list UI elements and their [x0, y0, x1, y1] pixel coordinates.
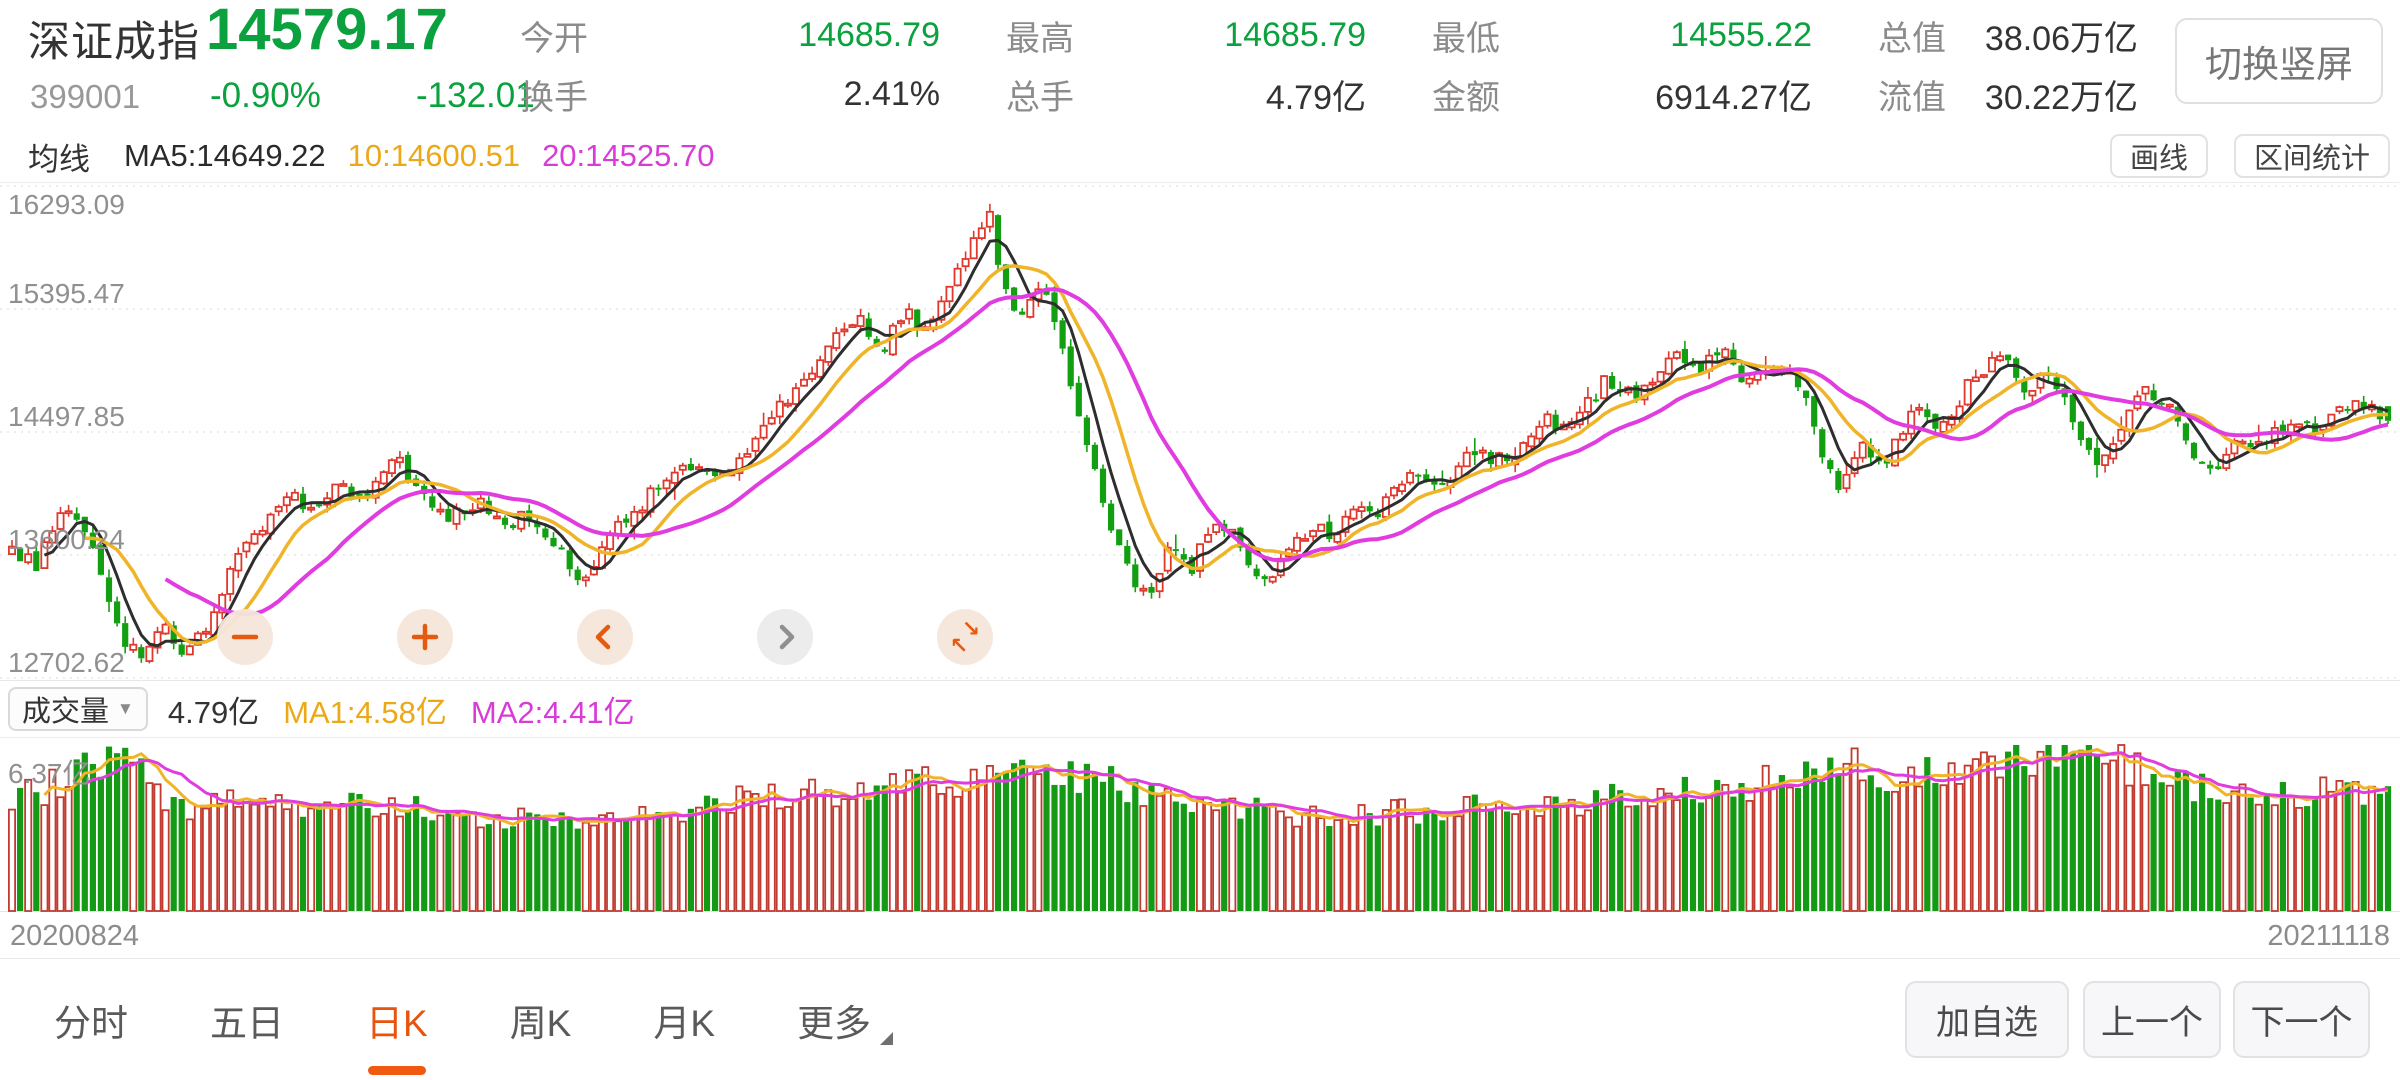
next-stock-button[interactable]: 下一个: [2233, 981, 2370, 1058]
stat-market-cap: 总值 38.06万亿: [1878, 20, 2138, 58]
collapse-chart-button[interactable]: ↘ ↖: [937, 609, 993, 665]
minus-icon: [231, 634, 259, 640]
volume-chart[interactable]: [0, 738, 2400, 912]
rotate-portrait-button[interactable]: 切换竖屏: [2175, 18, 2383, 104]
stat-turnover: 换手 2.41%: [520, 75, 940, 117]
x-axis-start-date: 20200824: [10, 920, 140, 952]
tab-five-day[interactable]: 五日: [210, 1002, 284, 1044]
zoom-in-button[interactable]: [397, 609, 453, 665]
volume-ma2: MA2:4.41亿: [470, 694, 635, 730]
stat-open: 今开 14685.79: [520, 16, 940, 58]
stat-low: 最低 14555.22: [1432, 16, 1812, 58]
plus-icon: [411, 623, 439, 651]
ma10-value: 10:14600.51: [347, 138, 521, 173]
caret-down-icon: ▼: [117, 699, 134, 718]
period-tabs: 分时 五日 日K 周K 月K 更多: [54, 963, 953, 1077]
chevron-left-icon: [595, 624, 611, 650]
kline-chart-panel[interactable]: 16293.09 15395.47 14497.85 13600.24 1270…: [0, 183, 2400, 680]
volume-ma1: MA1:4.58亿: [283, 694, 447, 730]
tab-minute[interactable]: 分时: [54, 1002, 128, 1044]
bottom-nav: 分时 五日 日K 周K 月K 更多 加自选 上一个 下一个: [0, 958, 2400, 1080]
volume-max-label: 6.37亿: [8, 758, 91, 789]
symbol-code: 399001: [30, 78, 141, 115]
quote-stats: 今开 14685.79 换手 2.41% 最高 14685.79 总手 4.79…: [520, 0, 2150, 130]
collapse-arrows-icon: ↘ ↖: [949, 616, 981, 658]
volume-chart-panel[interactable]: 6.37亿: [0, 738, 2400, 912]
range-stats-button[interactable]: 区间统计: [2233, 134, 2390, 178]
volume-legend-bar: 成交量 ▼ 4.79亿 MA1:4.58亿 MA2:4.41亿: [0, 680, 2400, 738]
stat-total-lots: 总手 4.79亿: [1006, 79, 1366, 117]
y-tick-2: 15395.47: [8, 278, 125, 309]
x-axis-end-date: 20211118: [2267, 920, 2390, 952]
draw-line-button[interactable]: 画线: [2109, 134, 2208, 178]
y-tick-4: 13600.24: [8, 524, 125, 555]
add-watchlist-button[interactable]: 加自选: [1905, 981, 2069, 1058]
pan-left-button[interactable]: [577, 609, 633, 665]
ma5-value: MA5:14649.22: [124, 138, 326, 173]
symbol-name: 深证成指: [28, 18, 201, 65]
tab-more[interactable]: 更多: [797, 963, 894, 1077]
ma-title: 均线: [28, 141, 90, 177]
ma-legend-bar: 均线 MA5:14649.22 10:14600.51 20:14525.70 …: [0, 130, 2400, 183]
last-price: 14579.17: [206, 0, 448, 62]
stat-high: 最高 14685.79: [1006, 16, 1366, 58]
volume-indicator-selector[interactable]: 成交量 ▼: [8, 687, 148, 731]
y-tick-1: 16293.09: [8, 189, 125, 220]
tab-monthly-k[interactable]: 月K: [653, 1002, 716, 1044]
change-amount: -132.01: [416, 76, 535, 115]
zoom-out-button[interactable]: [217, 609, 273, 665]
y-tick-3: 14497.85: [8, 401, 125, 432]
volume-current: 4.79亿: [167, 694, 260, 730]
header: 深证成指 399001 14579.17 -0.90% -132.01 今开 1…: [0, 0, 2400, 130]
previous-stock-button[interactable]: 上一个: [2083, 981, 2221, 1058]
ma20-value: 20:14525.70: [542, 138, 715, 173]
pan-right-button-disabled[interactable]: [757, 609, 813, 665]
stat-amount: 金额 6914.27亿: [1432, 79, 1812, 117]
more-caret-icon: [880, 1031, 894, 1045]
chevron-right-icon: [779, 624, 795, 650]
x-axis: 20200824 20211118: [0, 912, 2400, 958]
symbol-block: 深证成指 399001 14579.17 -0.90% -132.01: [28, 0, 535, 130]
tab-weekly-k[interactable]: 周K: [509, 1002, 572, 1044]
change-percent: -0.90%: [210, 76, 321, 115]
stat-float-cap: 流值 30.22万亿: [1878, 79, 2138, 117]
tab-daily-k[interactable]: 日K: [366, 963, 428, 1077]
kline-chart[interactable]: [0, 183, 2400, 680]
y-tick-5: 12702.62: [8, 647, 125, 678]
